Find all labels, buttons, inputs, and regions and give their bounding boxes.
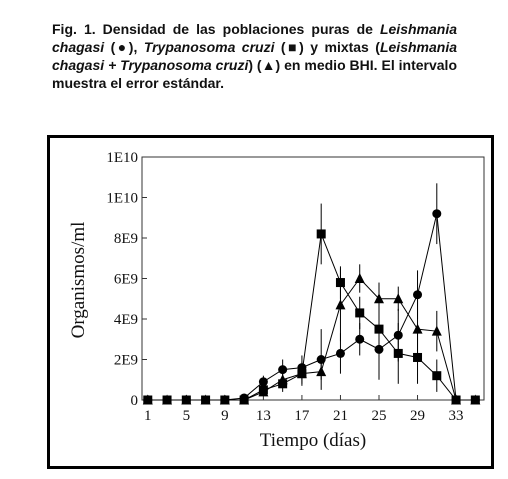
point <box>354 273 365 283</box>
caption-text: Fig. 1. Densidad de las poblaciones pura… <box>52 21 380 37</box>
point <box>316 355 326 364</box>
x-tick-label: 21 <box>333 408 348 424</box>
y-tick-label: 0 <box>131 393 139 409</box>
point <box>239 394 250 405</box>
point <box>181 394 192 405</box>
point <box>432 371 442 381</box>
point <box>277 374 288 385</box>
x-tick-label: 29 <box>410 408 425 424</box>
figure-frame <box>47 135 494 469</box>
point <box>316 366 327 377</box>
point <box>200 394 211 405</box>
x-tick-label: 17 <box>294 408 310 424</box>
point <box>413 290 423 300</box>
caption-species: Leishmania chagasi <box>52 21 457 55</box>
point <box>412 323 423 334</box>
caption-species: Trypanosoma cruzi <box>143 39 275 55</box>
plot-frame <box>141 156 485 401</box>
point <box>219 394 230 405</box>
y-axis-label: Organismos/ml <box>68 222 89 339</box>
point <box>335 299 346 310</box>
point <box>142 394 153 405</box>
figure-caption: Fig. 1. Densidad de las poblaciones pura… <box>52 20 457 92</box>
point <box>470 394 481 405</box>
point <box>278 365 288 375</box>
point <box>373 293 384 304</box>
x-tick-label: 9 <box>221 408 229 424</box>
y-tick-label: 1E10 <box>106 150 138 166</box>
x-tick-label: 25 <box>371 408 386 424</box>
caption-text: (●), <box>104 39 144 55</box>
y-tick-label: 6E9 <box>114 272 138 288</box>
caption-species: Leishmania chagasi + Trypanosoma cruzi <box>52 39 457 73</box>
point <box>335 348 345 358</box>
point <box>296 368 307 379</box>
point <box>393 293 404 304</box>
y-tick-label: 8E9 <box>114 231 138 247</box>
point <box>316 229 326 239</box>
point <box>355 334 365 344</box>
y-tick-label: 1E10 <box>106 191 138 207</box>
caption-text: ) (▲) en medio BHI. El intervalo muestra… <box>52 57 457 91</box>
point <box>258 377 268 387</box>
x-tick-label: 33 <box>449 408 464 424</box>
caption-text: (■) y mixtas ( <box>274 39 380 55</box>
point <box>451 394 462 405</box>
point <box>393 348 403 358</box>
x-tick-label: 1 <box>144 408 152 424</box>
point <box>355 308 365 318</box>
point <box>258 386 269 397</box>
point <box>432 209 442 219</box>
x-tick-label: 13 <box>256 408 271 424</box>
x-tick-label: 5 <box>183 408 191 424</box>
series-line <box>147 277 476 401</box>
y-tick-label: 4E9 <box>114 312 138 328</box>
point <box>374 324 384 334</box>
y-tick-label: 2E9 <box>114 353 138 369</box>
x-axis-label: Tiempo (días) <box>260 430 366 451</box>
point <box>162 394 173 405</box>
point <box>431 325 442 336</box>
